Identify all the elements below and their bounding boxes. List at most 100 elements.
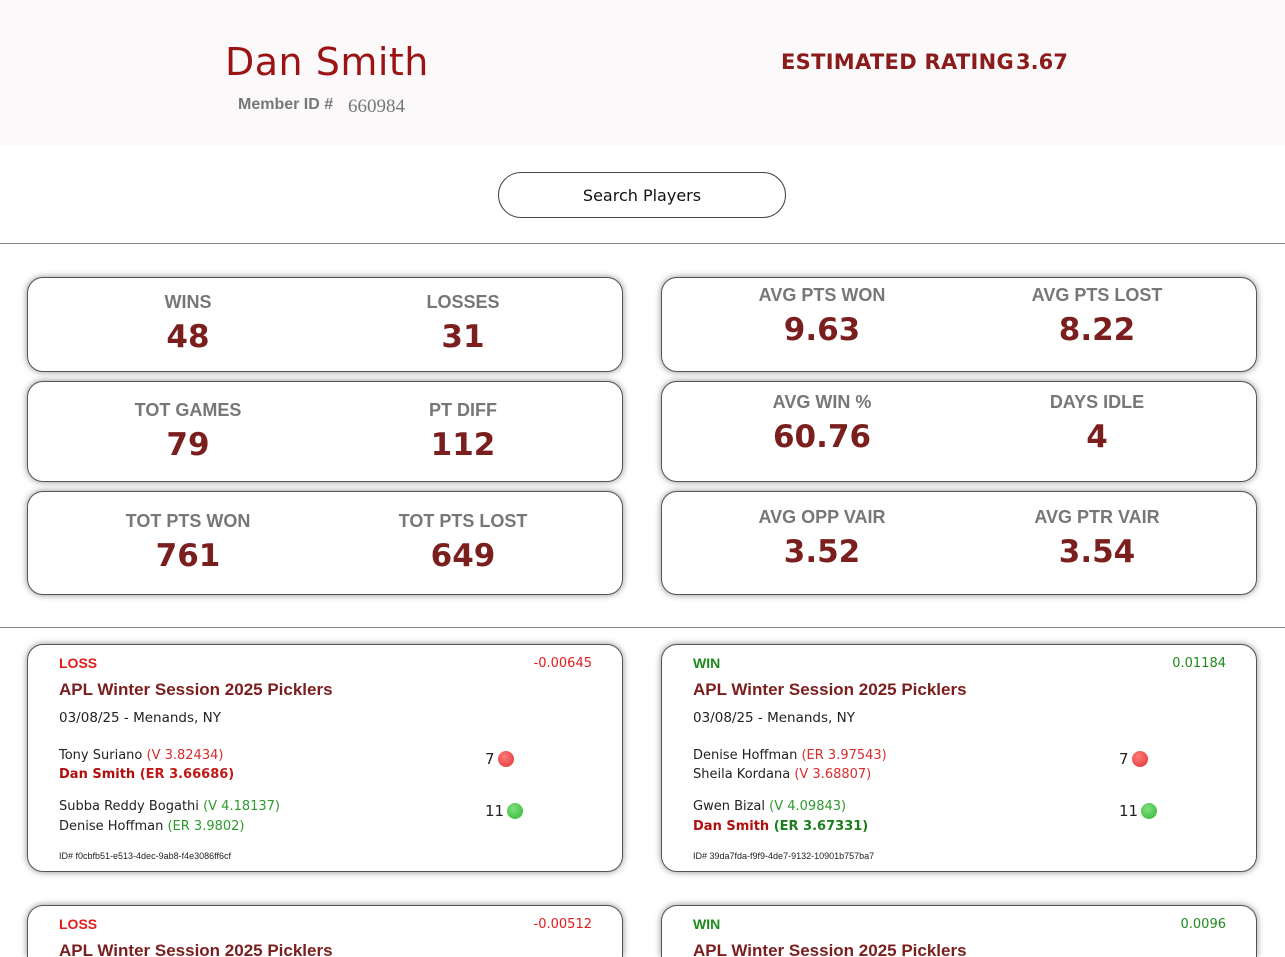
stat-card-wins-losses: WINS 48 LOSSES 31 (27, 277, 623, 372)
event-name[interactable]: APL Winter Session 2025 Picklers (59, 941, 333, 957)
stat-value: 3.52 (783, 534, 861, 570)
game-date-location: 03/08/25 - Menands, NY (59, 710, 221, 726)
player-name: Denise Hoffman (693, 748, 798, 763)
stat-value: 112 (430, 427, 496, 463)
player-name: Sheila Kordana (693, 767, 791, 782)
estimated-rating-label: ESTIMATED RATING (781, 50, 1015, 74)
stat-card-vair: AVG OPP VAIR 3.52 AVG PTR VAIR 3.54 (661, 491, 1257, 595)
stat-label: AVG PTS LOST (1031, 285, 1163, 305)
game-date-location: 03/08/25 - Menands, NY (693, 710, 855, 726)
divider (0, 627, 1285, 628)
stat-label: AVG PTS WON (758, 285, 886, 305)
stat-value: 9.63 (783, 312, 861, 348)
player-rating: (V 4.09843) (769, 799, 847, 814)
win-dot-icon (1141, 803, 1158, 819)
team1-score: 7 (1119, 750, 1148, 768)
stat-avg-pts-lost: AVG PTS LOST 8.22 (977, 285, 1217, 348)
score-value: 7 (1119, 750, 1129, 768)
stat-label: DAYS IDLE (1049, 392, 1145, 412)
team1-player2[interactable]: Dan Smith (ER 3.66686) (59, 767, 234, 782)
team1-player1[interactable]: Tony Suriano (V 3.82434) (59, 748, 223, 763)
team2-player2[interactable]: Dan Smith (ER 3.67331) (693, 819, 868, 834)
stat-value: 60.76 (772, 419, 872, 455)
stat-tot-games: TOT GAMES 79 (68, 400, 308, 463)
game-result-win: WIN (693, 655, 721, 671)
team1-score: 7 (485, 750, 514, 768)
player-rating: (ER 3.66686) (139, 767, 235, 782)
game-id: ID# f0cbfb51-e513-4dec-9ab8-f4e3086ff6cf (59, 851, 231, 861)
estimated-rating-value: 3.67 (1016, 50, 1068, 74)
event-name[interactable]: APL Winter Session 2025 Picklers (693, 941, 967, 957)
stat-label: AVG OPP VAIR (758, 507, 886, 527)
player-name: Tony Suriano (59, 748, 143, 763)
game-card[interactable]: WIN 0.01184 APL Winter Session 2025 Pick… (661, 644, 1257, 872)
divider (0, 243, 1285, 244)
team1-player1[interactable]: Denise Hoffman (ER 3.97543) (693, 748, 887, 763)
player-name: Subba Reddy Bogathi (59, 799, 199, 814)
game-card[interactable]: LOSS -0.00512 APL Winter Session 2025 Pi… (27, 905, 623, 957)
stat-avg-ptr-vair: AVG PTR VAIR 3.54 (977, 507, 1217, 570)
event-name[interactable]: APL Winter Session 2025 Picklers (59, 680, 333, 699)
stat-avg-pts-won: AVG PTS WON 9.63 (702, 285, 942, 348)
stat-label: TOT PTS WON (125, 511, 251, 531)
stat-avg-opp-vair: AVG OPP VAIR 3.52 (702, 507, 942, 570)
player-rating: (ER 3.97543) (801, 748, 887, 763)
player-name: Denise Hoffman (59, 819, 164, 834)
stat-losses: LOSSES 31 (343, 292, 583, 355)
team2-score: 11 (485, 802, 524, 820)
member-id-value: 660984 (348, 96, 405, 117)
score-value: 7 (485, 750, 495, 768)
stat-value: 79 (166, 427, 210, 463)
loss-dot-icon (1131, 751, 1148, 767)
stat-value: 48 (166, 319, 210, 355)
stat-label: TOT PTS LOST (398, 511, 528, 531)
stat-value: 31 (441, 319, 485, 355)
stat-days-idle: DAYS IDLE 4 (977, 392, 1217, 455)
stat-label: AVG PTR VAIR (1034, 507, 1160, 527)
stat-label: TOT GAMES (134, 400, 242, 420)
game-result-loss: LOSS (59, 655, 98, 671)
player-name: Dan Smith (225, 40, 429, 84)
stat-value: 649 (430, 538, 496, 574)
profile-header: Dan Smith Member ID # 660984 ESTIMATED R… (0, 0, 1285, 145)
team2-player1[interactable]: Gwen Bizal (V 4.09843) (693, 799, 846, 814)
event-name[interactable]: APL Winter Session 2025 Picklers (693, 680, 967, 699)
stat-card-avg-pts: AVG PTS WON 9.63 AVG PTS LOST 8.22 (661, 277, 1257, 372)
rating-delta: -0.00512 (533, 917, 592, 932)
stat-avg-win-pct: AVG WIN % 60.76 (702, 392, 942, 455)
stat-tot-pts-lost: TOT PTS LOST 649 (343, 511, 583, 574)
stat-value: 761 (155, 538, 221, 574)
stat-value: 4 (1086, 419, 1108, 455)
player-rating: (ER 3.9802) (167, 819, 245, 834)
member-id-label: Member ID # (238, 96, 334, 113)
stat-label: WINS (164, 292, 212, 312)
stat-card-games-diff: TOT GAMES 79 PT DIFF 112 (27, 381, 623, 482)
game-card[interactable]: WIN 0.0096 APL Winter Session 2025 Pickl… (661, 905, 1257, 957)
game-result-loss: LOSS (59, 916, 98, 932)
rating-delta: -0.00645 (533, 656, 592, 671)
score-value: 11 (1119, 802, 1139, 820)
stat-label: LOSSES (426, 292, 500, 312)
stat-value: 8.22 (1058, 312, 1136, 348)
player-name: Gwen Bizal (693, 799, 766, 814)
player-rating: (V 4.18137) (203, 799, 280, 814)
team2-score: 11 (1119, 802, 1158, 820)
search-players-button[interactable]: Search Players (498, 172, 786, 218)
stat-card-pts: TOT PTS WON 761 TOT PTS LOST 649 (27, 491, 623, 595)
score-value: 11 (485, 802, 505, 820)
stat-card-win-idle: AVG WIN % 60.76 DAYS IDLE 4 (661, 381, 1257, 482)
stat-tot-pts-won: TOT PTS WON 761 (68, 511, 308, 574)
team1-player2[interactable]: Sheila Kordana (V 3.68807) (693, 767, 871, 782)
stat-label: PT DIFF (429, 400, 497, 420)
rating-delta: 0.01184 (1172, 656, 1226, 671)
team2-player1[interactable]: Subba Reddy Bogathi (V 4.18137) (59, 799, 280, 814)
stat-wins: WINS 48 (68, 292, 308, 355)
stat-value: 3.54 (1058, 534, 1136, 570)
stat-pt-diff: PT DIFF 112 (343, 400, 583, 463)
team2-player2[interactable]: Denise Hoffman (ER 3.9802) (59, 819, 244, 834)
rating-delta: 0.0096 (1180, 917, 1227, 932)
stat-label: AVG WIN % (772, 392, 872, 412)
player-rating: (ER 3.67331) (773, 819, 869, 834)
loss-dot-icon (497, 751, 514, 767)
game-card[interactable]: LOSS -0.00645 APL Winter Session 2025 Pi… (27, 644, 623, 872)
